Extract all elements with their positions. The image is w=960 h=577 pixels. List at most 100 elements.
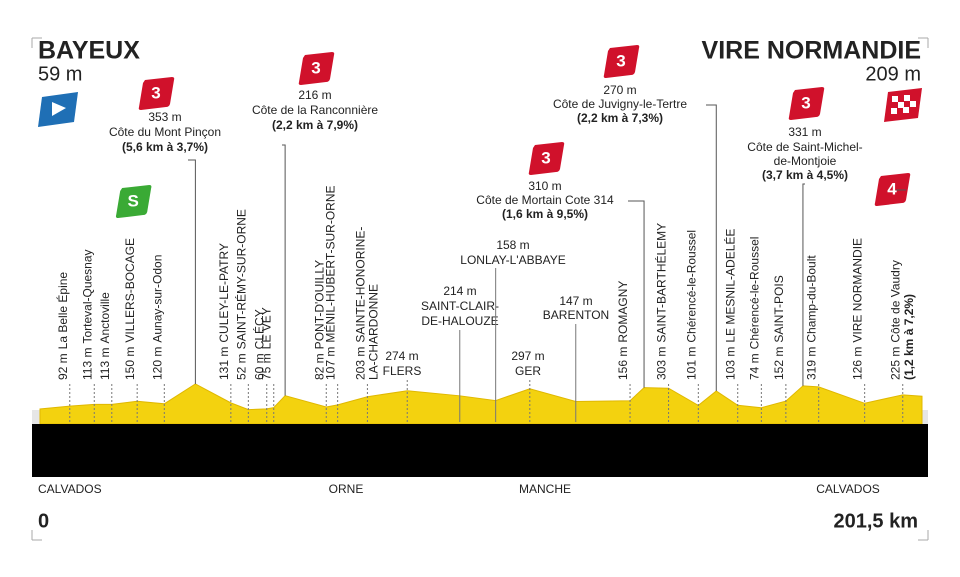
waypoint: 152 m SAINT-POIS — [772, 275, 786, 380]
waypoint-altitude: 126 m — [851, 347, 865, 380]
waypoint-text: 60 m CLÉCY — [252, 309, 267, 380]
waypoint-altitude: 92 m — [56, 353, 70, 380]
waypoint: 107 m MÉNIL-HUBERT-SUR-ORNE — [323, 186, 338, 380]
waypoint: 131 m CULEY-LE-PATRY — [217, 243, 231, 380]
waypoint-text: (1,2 km à 7,2%) — [902, 294, 916, 380]
climb-category — [874, 173, 911, 206]
waypoint: 92 m La Belle Épine — [55, 272, 70, 380]
waypoint-name: ROMAGNY — [616, 281, 630, 343]
waypoint-text: 158 m — [496, 238, 529, 252]
climb-text: Côte de Saint-Michel- — [747, 140, 862, 154]
waypoint: 101 m Chérencé-le-Roussel — [684, 230, 698, 380]
waypoint-altitude: 150 m — [123, 347, 137, 380]
waypoint-text: DE-HALOUZE — [421, 314, 498, 328]
start-flag — [38, 92, 78, 127]
finish-name: VIRE NORMANDIE — [702, 37, 921, 65]
waypoint-altitude: 82 m — [312, 353, 326, 380]
waypoint-altitude: 303 m — [655, 347, 669, 380]
waypoint-name: Anctoville — [98, 292, 112, 344]
start-name: BAYEUX — [38, 37, 140, 65]
waypoint-altitude: 52 m — [235, 353, 249, 380]
sprint-label: S — [128, 191, 139, 210]
waypoint-altitude: 113 m — [80, 348, 94, 380]
waypoint: 82 m PONT-D'OUILLY — [312, 260, 326, 380]
waypoint-altitude: 60 m — [253, 353, 267, 380]
waypoint-name: CULEY-LE-PATRY — [217, 243, 231, 343]
climb-category — [603, 45, 640, 78]
waypoint: 75 m LE VEY — [260, 307, 274, 380]
climb-text: Côte de Juvigny-le-Tertre — [553, 97, 687, 111]
waypoint-altitude: 74 m — [748, 353, 762, 380]
waypoint: 150 m VILLERS-BOCAGE — [123, 238, 137, 380]
waypoint-text: 126 m VIRE NORMANDIE — [851, 238, 865, 380]
waypoint-text: 75 m LE VEY — [260, 307, 274, 380]
waypoint-text: SAINT-CLAIR- — [421, 299, 499, 313]
waypoint-text: 203 m SAINTE-HONORINE- — [354, 227, 368, 380]
waypoint-name: SAINT-RÉMY-SUR-ORNE — [234, 209, 249, 349]
km-band — [32, 424, 928, 477]
waypoint-text: LA-CHARDONNE — [367, 284, 381, 380]
waypoint-text: 147 m — [559, 294, 592, 308]
frame — [31, 37, 929, 541]
climb-text: 216 m — [298, 88, 331, 102]
waypoint-text: 74 m Chérencé-le-Roussel — [748, 237, 762, 380]
waypoint-name: SAINT-BARTHÉLEMY — [654, 223, 669, 343]
finish-km: 201,5 km — [833, 510, 918, 532]
waypoint-text: BARENTON — [543, 308, 609, 322]
waypoint-text: 150 m VILLERS-BOCAGE — [123, 238, 137, 380]
waypoint-altitude: 107 m — [324, 347, 338, 380]
climb-category-label: 3 — [311, 58, 320, 77]
waypoint-text: 120 m Aunay-sur-Odon — [150, 255, 164, 380]
waypoint: 203 m SAINTE-HONORINE- LA-CHARDONNE — [354, 227, 381, 380]
waypoint-name: LE MESNIL-ADELÉE — [723, 229, 738, 343]
waypoint-name: MÉNIL-HUBERT-SUR-ORNE — [323, 186, 338, 343]
climb-detail: (5,6 km à 3,7%) — [122, 140, 208, 154]
waypoint-name: Champ-du-Boult — [805, 255, 819, 343]
waypoint-altitude: 225 m — [889, 347, 903, 380]
waypoint-name: Aunay-sur-Odon — [150, 255, 164, 343]
waypoint-altitude: 103 m — [724, 347, 738, 380]
climb-text: Côte du Mont Pinçon — [109, 125, 221, 139]
waypoint-name: Torteval-Quesnay — [80, 249, 94, 343]
waypoint-text: 303 m SAINT-BARTHÉLEMY — [654, 223, 669, 380]
waypoint-text: 52 m SAINT-RÉMY-SUR-ORNE — [234, 209, 249, 380]
waypoint: 303 m SAINT-BARTHÉLEMY — [654, 223, 669, 380]
climb-category — [788, 87, 825, 120]
waypoint-text: LONLAY-L'ABBAYE — [460, 253, 565, 267]
climb-category-label: 3 — [151, 83, 160, 102]
waypoint-name: Chérencé-le-Roussel — [748, 237, 762, 350]
start-km: 0 — [38, 510, 49, 532]
waypoint-text: 82 m PONT-D'OUILLY — [312, 260, 326, 380]
waypoint-name: VIRE NORMANDIE — [851, 238, 865, 343]
region: ORNE — [329, 482, 364, 496]
waypoint-text: 92 m La Belle Épine — [55, 272, 70, 380]
climb-text: 270 m — [603, 83, 636, 97]
waypoint: 74 m Chérencé-le-Roussel — [748, 237, 762, 380]
waypoint-altitude: 319 m — [805, 347, 819, 380]
leader — [802, 183, 805, 386]
region: MANCHE — [519, 482, 571, 496]
climb-detail: (3,7 km à 4,5%) — [762, 168, 848, 182]
waypoint-text: 101 m Chérencé-le-Roussel — [684, 230, 698, 380]
climb-text: 353 m — [148, 110, 181, 124]
waypoint-text: 214 m — [443, 284, 476, 298]
waypoint-altitude: 156 m — [616, 347, 630, 380]
waypoint: 113 m Anctoville — [98, 292, 112, 380]
waypoint-name: LE VEY — [260, 307, 274, 349]
waypoint: 319 m Champ-du-Boult — [805, 255, 819, 380]
waypoint-text: 107 m MÉNIL-HUBERT-SUR-ORNE — [323, 186, 338, 380]
waypoint-altitude: 203 m — [354, 347, 368, 380]
waypoint-name: PONT-D'OUILLY — [312, 260, 326, 349]
leader — [706, 104, 717, 392]
waypoint: 156 m ROMAGNY — [616, 281, 630, 380]
waypoint-altitude: 120 m — [150, 347, 164, 380]
leader — [188, 159, 196, 384]
waypoint: 60 m CLÉCY — [252, 309, 267, 380]
waypoint-name: SAINT-POIS — [772, 275, 786, 342]
waypoint-text: 131 m CULEY-LE-PATRY — [217, 243, 231, 380]
waypoint-text: 274 m — [385, 349, 418, 363]
waypoint: 225 m Côte de Vaudry (1,2 km à 7,2%) — [889, 260, 916, 380]
climb-category — [138, 77, 175, 110]
climb-category — [528, 142, 565, 175]
waypoint-altitude: 75 m — [260, 353, 274, 380]
